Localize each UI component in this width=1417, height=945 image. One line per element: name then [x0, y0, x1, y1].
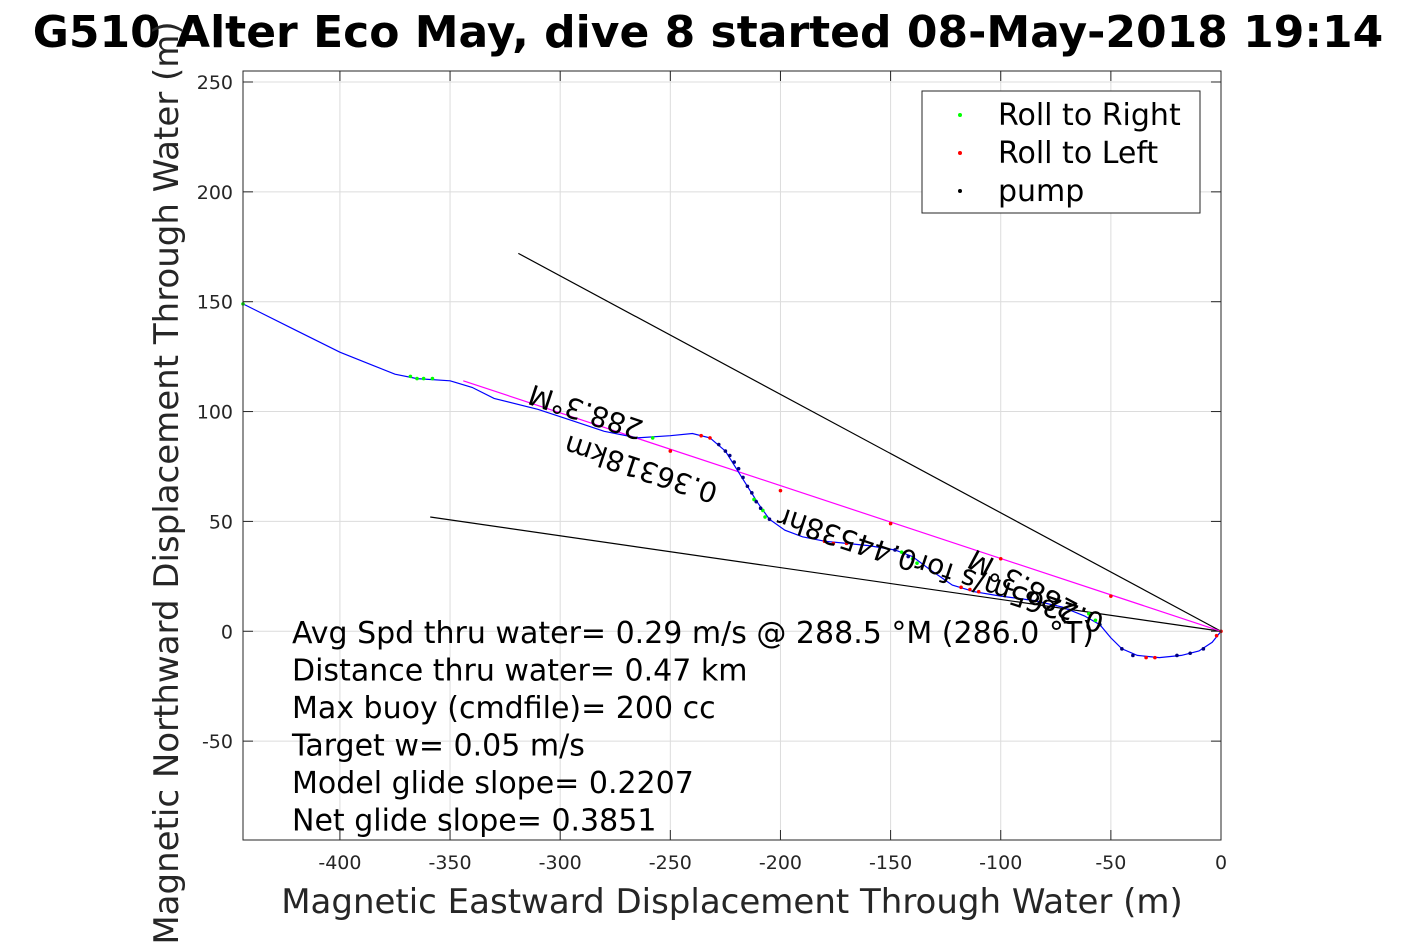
- y-tick-label: 100: [197, 402, 233, 424]
- roll-left-point: [699, 433, 703, 438]
- x-tick-label: -50: [1095, 852, 1126, 874]
- roll-right-point: [1093, 618, 1098, 623]
- x-axis-label: Magnetic Eastward Displacement Through W…: [281, 882, 1183, 922]
- roll-right-point: [899, 550, 904, 554]
- roll-right-point: [910, 556, 915, 561]
- stats-line: Max buoy (cmdfile)= 200 cc: [292, 691, 716, 726]
- roll-right-point: [430, 376, 435, 381]
- stats-line: Model glide slope= 0.2207: [292, 766, 694, 801]
- x-tick-label: -350: [428, 852, 471, 874]
- roll-right-point: [763, 515, 767, 519]
- roll-left-point: [1109, 594, 1113, 598]
- pump-point: [906, 554, 911, 559]
- pump-point: [1131, 653, 1135, 658]
- pump-point: [1098, 622, 1102, 627]
- chart-title: G510 Alter Eco May, dive 8 started 08-Ma…: [33, 7, 1383, 58]
- roll-left-point: [998, 556, 1003, 561]
- y-tick-label: 0: [221, 621, 233, 643]
- stats-line: Net glide slope= 0.3851: [292, 804, 656, 839]
- x-tick-label: -250: [649, 852, 692, 874]
- legend: Roll to Right Roll to Left pump: [921, 90, 1201, 214]
- stats-line: Avg Spd thru water= 0.29 m/s @ 288.5 °M …: [292, 616, 1094, 651]
- data-layer: [241, 252, 1223, 660]
- legend-label-pump: pump: [998, 174, 1084, 209]
- x-axis-ticks: -400 -350 -300 -250 -200 -150 -100 -50 0: [318, 71, 1227, 874]
- track-line: [242, 303, 1222, 659]
- roll-right-point: [415, 376, 419, 381]
- roll-right-point: [761, 508, 765, 513]
- roll-left-point: [1153, 655, 1157, 660]
- pump-point: [1201, 647, 1206, 651]
- pump-point: [758, 506, 763, 511]
- roll-left-point: [1144, 655, 1148, 660]
- pump-point: [736, 466, 741, 471]
- roll-left-point: [968, 587, 972, 592]
- pump-point: [750, 491, 754, 495]
- roll-left-point: [831, 541, 836, 546]
- x-tick-label: -150: [869, 852, 912, 874]
- pump-point: [1175, 653, 1179, 658]
- reference-line: [518, 252, 1222, 632]
- pump-point: [893, 548, 897, 552]
- roll-left-point: [959, 585, 963, 590]
- x-tick-label: -200: [759, 852, 802, 874]
- straight-track-line: [463, 380, 1222, 632]
- roll-right-point: [408, 374, 413, 379]
- legend-box: [921, 90, 1201, 214]
- pump-point: [723, 449, 728, 453]
- roll-left-point: [708, 436, 712, 440]
- roll-left-point: [778, 488, 783, 493]
- y-axis-label: Magnetic Northward Displacement Through …: [147, 21, 187, 944]
- roll-right-point: [1087, 611, 1091, 616]
- plot-frame: [242, 70, 1222, 841]
- pump-point: [741, 475, 745, 480]
- stats-line: Target w= 0.05 m/s: [291, 729, 585, 764]
- pump-point: [716, 442, 721, 447]
- roll-left-point: [822, 539, 827, 543]
- y-tick-label: 250: [197, 72, 233, 94]
- y-tick-label: -50: [202, 731, 233, 753]
- legend-marker-pump: [958, 189, 962, 193]
- pump-point: [1120, 647, 1124, 651]
- x-tick-label: 0: [1215, 852, 1227, 874]
- stats-box: Avg Spd thru water= 0.29 m/s @ 288.5 °M …: [291, 616, 1094, 839]
- roll-left-point: [1214, 633, 1219, 638]
- roll-right-point: [650, 436, 655, 440]
- pump-point: [727, 453, 732, 458]
- pump-point: [732, 460, 737, 464]
- roll-left-point: [976, 589, 981, 594]
- roll-left-point: [668, 449, 673, 453]
- x-tick-label: -400: [318, 852, 361, 874]
- legend-marker-roll-left: [958, 151, 962, 155]
- y-tick-label: 50: [209, 511, 233, 533]
- pump-point: [745, 484, 750, 489]
- roll-right-point: [915, 561, 919, 565]
- y-tick-label: 150: [197, 292, 233, 314]
- y-tick-label: 200: [197, 182, 233, 204]
- legend-label-roll-right: Roll to Right: [998, 98, 1181, 133]
- roll-right-point: [421, 376, 426, 381]
- legend-label-roll-left: Roll to Left: [998, 136, 1158, 171]
- roll-left-point: [844, 541, 849, 546]
- stats-line: Distance thru water= 0.47 km: [292, 654, 747, 689]
- pump-point: [1188, 651, 1192, 656]
- x-tick-label: -100: [979, 852, 1022, 874]
- roll-right-point: [752, 497, 756, 502]
- y-axis-ticks: -50 0 50 100 150 200 250: [197, 72, 1221, 753]
- pump-point: [767, 517, 772, 522]
- pump-point: [754, 499, 759, 504]
- roll-left-point: [888, 521, 893, 526]
- x-tick-label: -300: [539, 852, 582, 874]
- legend-marker-roll-right: [958, 113, 962, 117]
